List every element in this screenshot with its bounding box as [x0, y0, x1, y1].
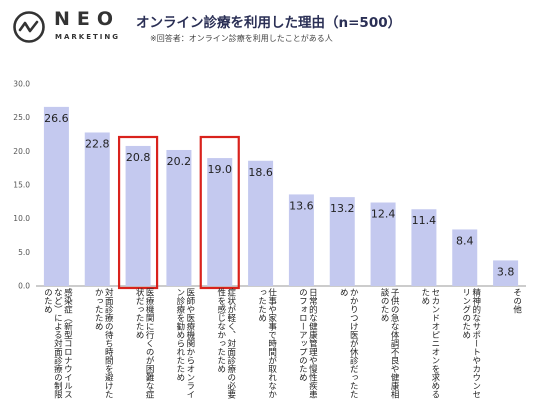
- bar: [411, 209, 437, 286]
- bar: [493, 260, 519, 286]
- data-label: 13.6: [289, 199, 314, 212]
- y-tick-label: 20.0: [13, 147, 30, 156]
- brand-tagline: MARKETING: [55, 33, 120, 41]
- category-label: 医師や医療機関からオンライン診療を勧められたため: [174, 288, 195, 399]
- highlight-box: [199, 135, 240, 290]
- bar-chart: 0.0 5.0 10.0 15.0 20.0 25.0 30.0 26.6 22.8 20.8 20…: [13, 80, 526, 291]
- data-label: 8.4: [456, 234, 474, 247]
- chart-note: ※回答者：オンライン診療を利用したことがある人: [150, 34, 333, 43]
- y-tick-label: 25.0: [13, 113, 30, 122]
- data-label: 18.6: [248, 166, 273, 179]
- category-label: 精神的なサポートやカウンセリングのため: [460, 288, 481, 399]
- category-label: セカンドオピニオンを求めるため: [419, 288, 440, 399]
- data-label: 11.4: [412, 214, 437, 227]
- highlight-box: [117, 135, 159, 290]
- bar: [84, 132, 110, 286]
- chart-title: オンライン診療を利用した理由（n=500）: [136, 15, 402, 31]
- bar: [166, 149, 192, 286]
- y-tick-label: 10.0: [13, 214, 30, 223]
- data-label: 12.4: [371, 208, 396, 221]
- bar: [329, 197, 355, 286]
- category-label: その他: [511, 288, 522, 314]
- category-label: 感染症（新型コロナウイルスなど）による対面診療の制限のため: [42, 288, 73, 399]
- category-label: 対面診療の待ち時間を避けたかったため: [93, 288, 114, 399]
- data-label: 22.8: [85, 137, 110, 150]
- bar: [207, 158, 233, 286]
- data-label: 26.6: [44, 112, 69, 125]
- bar: [288, 194, 314, 286]
- category-label: 医療機関に行くのが困難な症状だったため: [134, 288, 155, 399]
- brand-name: NEO: [54, 8, 121, 30]
- bar: [370, 202, 396, 286]
- bar: [452, 229, 478, 286]
- category-label: 仕事や家事で時間が取れなかったため: [256, 288, 277, 399]
- bar: [125, 145, 151, 286]
- category-label: かかりつけ医が休診だったため: [338, 288, 359, 399]
- y-tick-label: 0.0: [18, 282, 30, 291]
- data-label: 13.2: [330, 202, 355, 215]
- data-label: 3.8: [497, 265, 515, 278]
- category-label: 症状が軽く、対面診療の必要性を感じなかったため: [215, 288, 236, 399]
- y-tick-label: 5.0: [18, 248, 30, 257]
- y-tick-label: 15.0: [13, 181, 30, 190]
- data-label: 19.0: [208, 163, 233, 176]
- category-label: 日常的な健康管理や慢性疾患のフォローアップのため: [297, 288, 318, 399]
- category-label: 子供の急な体調不良や健康相談のため: [379, 288, 400, 399]
- bar: [43, 106, 69, 286]
- bar: [248, 160, 274, 286]
- data-label: 20.8: [126, 151, 151, 164]
- y-tick-label: 30.0: [13, 80, 30, 89]
- neo-logo-icon: [13, 11, 45, 43]
- data-label: 20.2: [167, 155, 192, 168]
